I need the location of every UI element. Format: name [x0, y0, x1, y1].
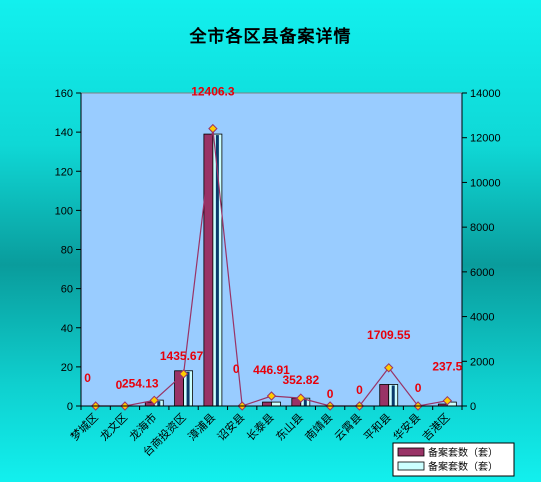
left-tick-label-5: 100: [55, 205, 73, 217]
data-label-10: 1709.55: [367, 328, 411, 342]
legend-swatch-2: [397, 461, 425, 471]
left-tick-label-4: 80: [61, 245, 73, 257]
line-point-6: [266, 391, 277, 401]
bar-stripe-7: [303, 399, 307, 406]
data-label-2: 254.13: [122, 376, 159, 390]
category-label-6: 长泰县: [243, 410, 276, 443]
category-label-1: 龙文区: [97, 410, 130, 443]
legend-label-2: 备案套数（套）: [428, 460, 498, 473]
left-tick-label-0: 0: [67, 401, 73, 413]
left-tick-label-6: 120: [55, 166, 73, 178]
legend-swatch-1: [397, 447, 425, 457]
right-tick-label-6: 12000: [470, 133, 501, 145]
data-label-9: 0: [356, 383, 363, 397]
line-point-12: [442, 395, 453, 406]
data-label-11: 0: [415, 381, 422, 395]
bar-s1-10: [379, 384, 390, 407]
left-tick-label-8: 160: [55, 88, 73, 100]
line-point-2: [149, 395, 159, 406]
bar-s1-6: [262, 401, 272, 407]
data-label-12: 237.5: [432, 360, 462, 374]
right-tick-label-5: 10000: [470, 177, 501, 189]
bar-stripe-2: [157, 401, 161, 406]
legend-label-1: 备案套数（套）: [428, 446, 498, 459]
category-label-11: 华安县: [390, 410, 423, 443]
legend-box: [392, 442, 515, 477]
data-label-5: 0: [233, 362, 240, 376]
data-label-0: 0: [84, 371, 91, 385]
right-tick-label-3: 6000: [470, 267, 494, 279]
line-point-3: [178, 369, 189, 379]
data-label-4: 12406.3: [191, 85, 235, 99]
left-tick-label-2: 40: [61, 323, 73, 335]
data-label-3: 1435.67: [160, 349, 204, 363]
data-label-1: 0: [116, 378, 123, 392]
data-label-7: 352.82: [282, 373, 319, 387]
chart-title: 全市各区县备案详情: [189, 27, 352, 47]
category-label-0: 梦城区: [68, 411, 101, 444]
category-label-8: 南靖县: [303, 411, 336, 444]
line-point-7: [296, 393, 306, 403]
category-label-5: 诏安县: [214, 410, 247, 443]
bar-stripe-4: [215, 135, 219, 407]
right-tick-label-7: 14000: [470, 88, 501, 100]
left-tick-label-1: 20: [61, 362, 73, 374]
line-point-10: [384, 363, 394, 373]
category-label-7: 东山县: [273, 411, 306, 444]
left-tick-label-7: 140: [55, 127, 73, 139]
right-tick-label-1: 2000: [470, 356, 494, 368]
left-tick-label-3: 60: [61, 284, 73, 296]
line-point-4: [208, 123, 218, 134]
category-label-10: 平和县: [361, 411, 394, 444]
category-label-12: 吉港区: [420, 411, 453, 444]
data-label-6: 446.91: [253, 363, 290, 377]
bar-s2-6: [271, 401, 281, 407]
right-tick-label-2: 4000: [470, 312, 494, 324]
legend: 备案套数（套） 备案套数（套）: [392, 442, 515, 477]
right-tick-label-4: 8000: [470, 222, 494, 234]
bar-stripe-3: [186, 371, 190, 406]
bar-s1-4: [203, 133, 214, 407]
plot-area: [80, 92, 463, 407]
category-label-4: 漳浦县: [185, 410, 218, 443]
right-tick-label-0: 0: [470, 401, 476, 413]
data-label-8: 0: [327, 387, 334, 401]
category-label-9: 云霄县: [332, 411, 365, 444]
bar-stripe-10: [391, 385, 395, 406]
